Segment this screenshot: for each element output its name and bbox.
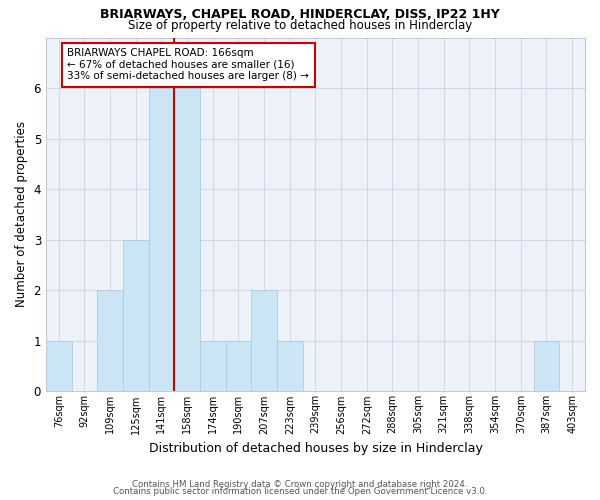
Bar — [226, 341, 251, 392]
Bar — [149, 88, 174, 392]
Bar — [174, 88, 200, 392]
Bar — [251, 290, 277, 392]
Text: Contains public sector information licensed under the Open Government Licence v3: Contains public sector information licen… — [113, 487, 487, 496]
Text: Contains HM Land Registry data © Crown copyright and database right 2024.: Contains HM Land Registry data © Crown c… — [132, 480, 468, 489]
Text: Size of property relative to detached houses in Hinderclay: Size of property relative to detached ho… — [128, 18, 472, 32]
Y-axis label: Number of detached properties: Number of detached properties — [15, 122, 28, 308]
Bar — [97, 290, 123, 392]
Bar — [200, 341, 226, 392]
Bar — [46, 341, 71, 392]
Text: BRIARWAYS CHAPEL ROAD: 166sqm
← 67% of detached houses are smaller (16)
33% of s: BRIARWAYS CHAPEL ROAD: 166sqm ← 67% of d… — [67, 48, 310, 82]
Bar — [123, 240, 149, 392]
Bar — [533, 341, 559, 392]
Bar — [277, 341, 302, 392]
X-axis label: Distribution of detached houses by size in Hinderclay: Distribution of detached houses by size … — [149, 442, 482, 455]
Text: BRIARWAYS, CHAPEL ROAD, HINDERCLAY, DISS, IP22 1HY: BRIARWAYS, CHAPEL ROAD, HINDERCLAY, DISS… — [100, 8, 500, 20]
